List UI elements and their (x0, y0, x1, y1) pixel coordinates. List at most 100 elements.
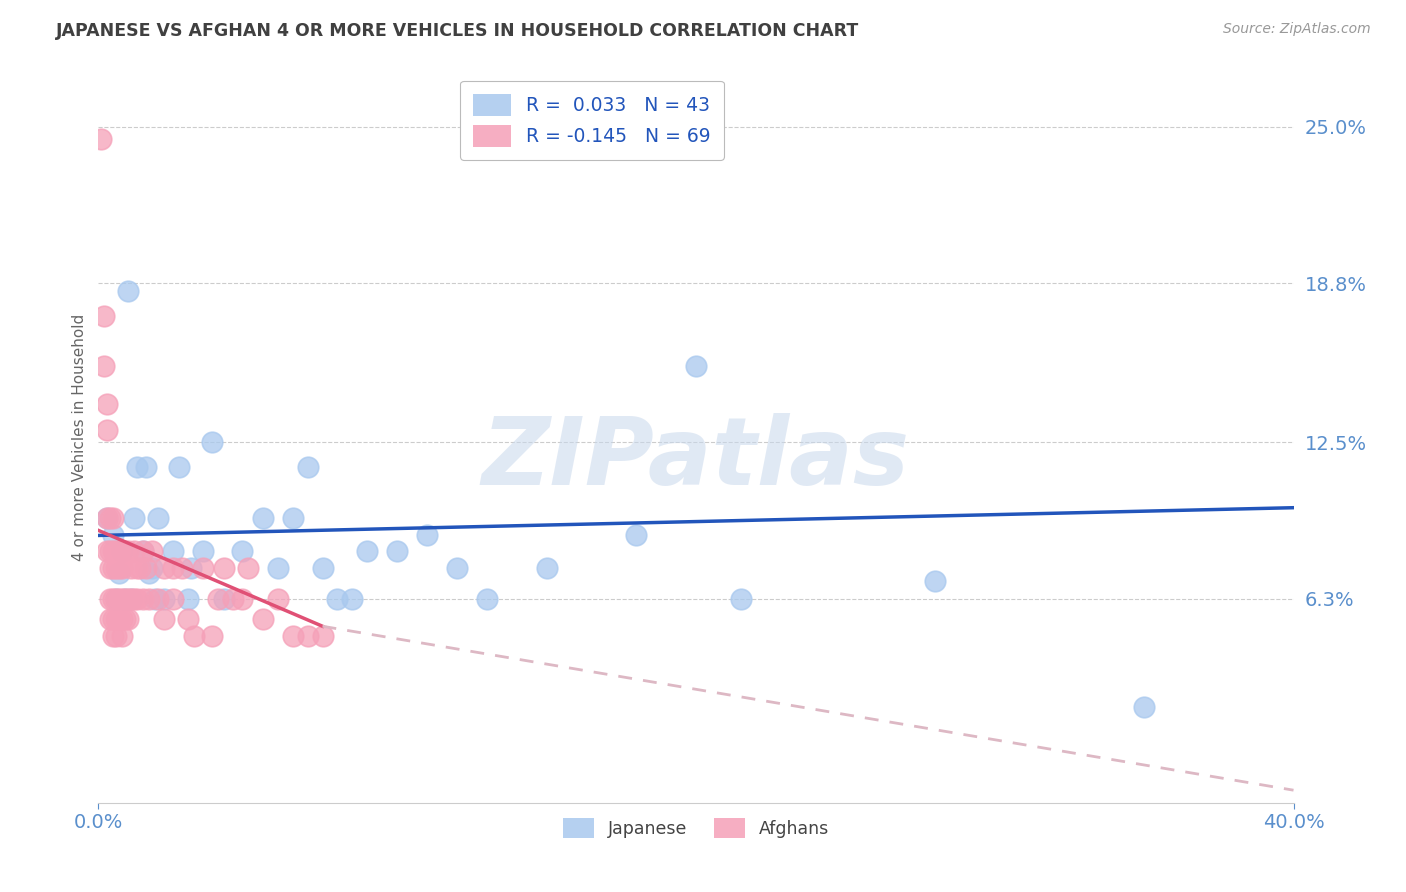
Point (90, 132, 112, 146)
Point (446, 561, 468, 575)
Y-axis label: 4 or more Vehicles in Household: 4 or more Vehicles in Household (72, 313, 87, 561)
Point (114, 591, 136, 606)
Point (1133, 700, 1156, 714)
Point (105, 591, 128, 606)
Point (148, 591, 170, 606)
Point (127, 591, 149, 606)
Point (103, 543, 125, 558)
Point (536, 561, 558, 575)
Point (103, 591, 125, 606)
Point (236, 561, 259, 575)
Point (162, 543, 184, 558)
Point (103, 561, 125, 575)
Point (96, 423, 118, 437)
Point (924, 574, 946, 588)
Point (117, 284, 139, 298)
Point (281, 629, 304, 643)
Point (124, 543, 146, 558)
Point (141, 561, 163, 575)
Point (177, 591, 200, 606)
Point (103, 612, 125, 626)
Point (172, 561, 194, 575)
Point (124, 510, 146, 524)
Point (191, 561, 214, 575)
Point (267, 561, 290, 575)
Point (138, 566, 160, 581)
Point (148, 510, 170, 524)
Point (132, 543, 155, 558)
Point (416, 528, 439, 542)
Legend: Japanese, Afghans: Japanese, Afghans (555, 812, 837, 846)
Point (111, 591, 134, 606)
Point (153, 591, 176, 606)
Point (114, 543, 136, 558)
Point (356, 543, 378, 558)
Point (108, 543, 131, 558)
Point (105, 543, 128, 558)
Point (111, 629, 134, 643)
Text: JAPANESE VS AFGHAN 4 OR MORE VEHICLES IN HOUSEHOLD CORRELATION CHART: JAPANESE VS AFGHAN 4 OR MORE VEHICLES IN… (56, 22, 859, 40)
Point (111, 543, 134, 558)
Point (475, 591, 498, 606)
Point (105, 612, 128, 626)
Point (252, 612, 274, 626)
Point (143, 591, 166, 606)
Point (326, 591, 349, 606)
Point (105, 629, 128, 643)
Point (222, 591, 245, 606)
Point (141, 543, 163, 558)
Point (98, 612, 122, 626)
Point (138, 591, 160, 606)
Point (120, 591, 142, 606)
Point (120, 561, 142, 575)
Point (135, 561, 157, 575)
Point (96, 510, 118, 524)
Point (127, 561, 149, 575)
Point (111, 561, 134, 575)
Point (108, 561, 131, 575)
Point (730, 591, 752, 606)
Point (96, 397, 118, 411)
Point (93, 359, 115, 374)
Point (385, 543, 409, 558)
Point (103, 629, 125, 643)
Point (117, 591, 139, 606)
Point (167, 460, 190, 475)
Point (108, 612, 131, 626)
Point (111, 612, 134, 626)
Point (114, 591, 136, 606)
Point (98, 561, 122, 575)
Point (129, 561, 152, 575)
Point (105, 561, 128, 575)
Point (207, 591, 229, 606)
Point (685, 359, 707, 374)
Point (96, 510, 118, 524)
Point (162, 591, 184, 606)
Point (96, 543, 118, 558)
Point (177, 612, 200, 626)
Point (180, 561, 202, 575)
Point (114, 612, 136, 626)
Point (108, 591, 131, 606)
Point (231, 591, 253, 606)
Point (342, 591, 364, 606)
Point (201, 629, 224, 643)
Point (103, 528, 125, 542)
Point (252, 510, 274, 524)
Point (267, 591, 290, 606)
Point (127, 460, 149, 475)
Point (108, 566, 131, 581)
Point (297, 460, 319, 475)
Point (153, 612, 176, 626)
Point (105, 591, 128, 606)
Text: Source: ZipAtlas.com: Source: ZipAtlas.com (1223, 22, 1371, 37)
Point (626, 528, 648, 542)
Point (117, 543, 139, 558)
Point (212, 591, 235, 606)
Point (311, 561, 333, 575)
Point (212, 561, 235, 575)
Point (311, 629, 333, 643)
Point (191, 543, 214, 558)
Point (153, 561, 176, 575)
Point (124, 591, 146, 606)
